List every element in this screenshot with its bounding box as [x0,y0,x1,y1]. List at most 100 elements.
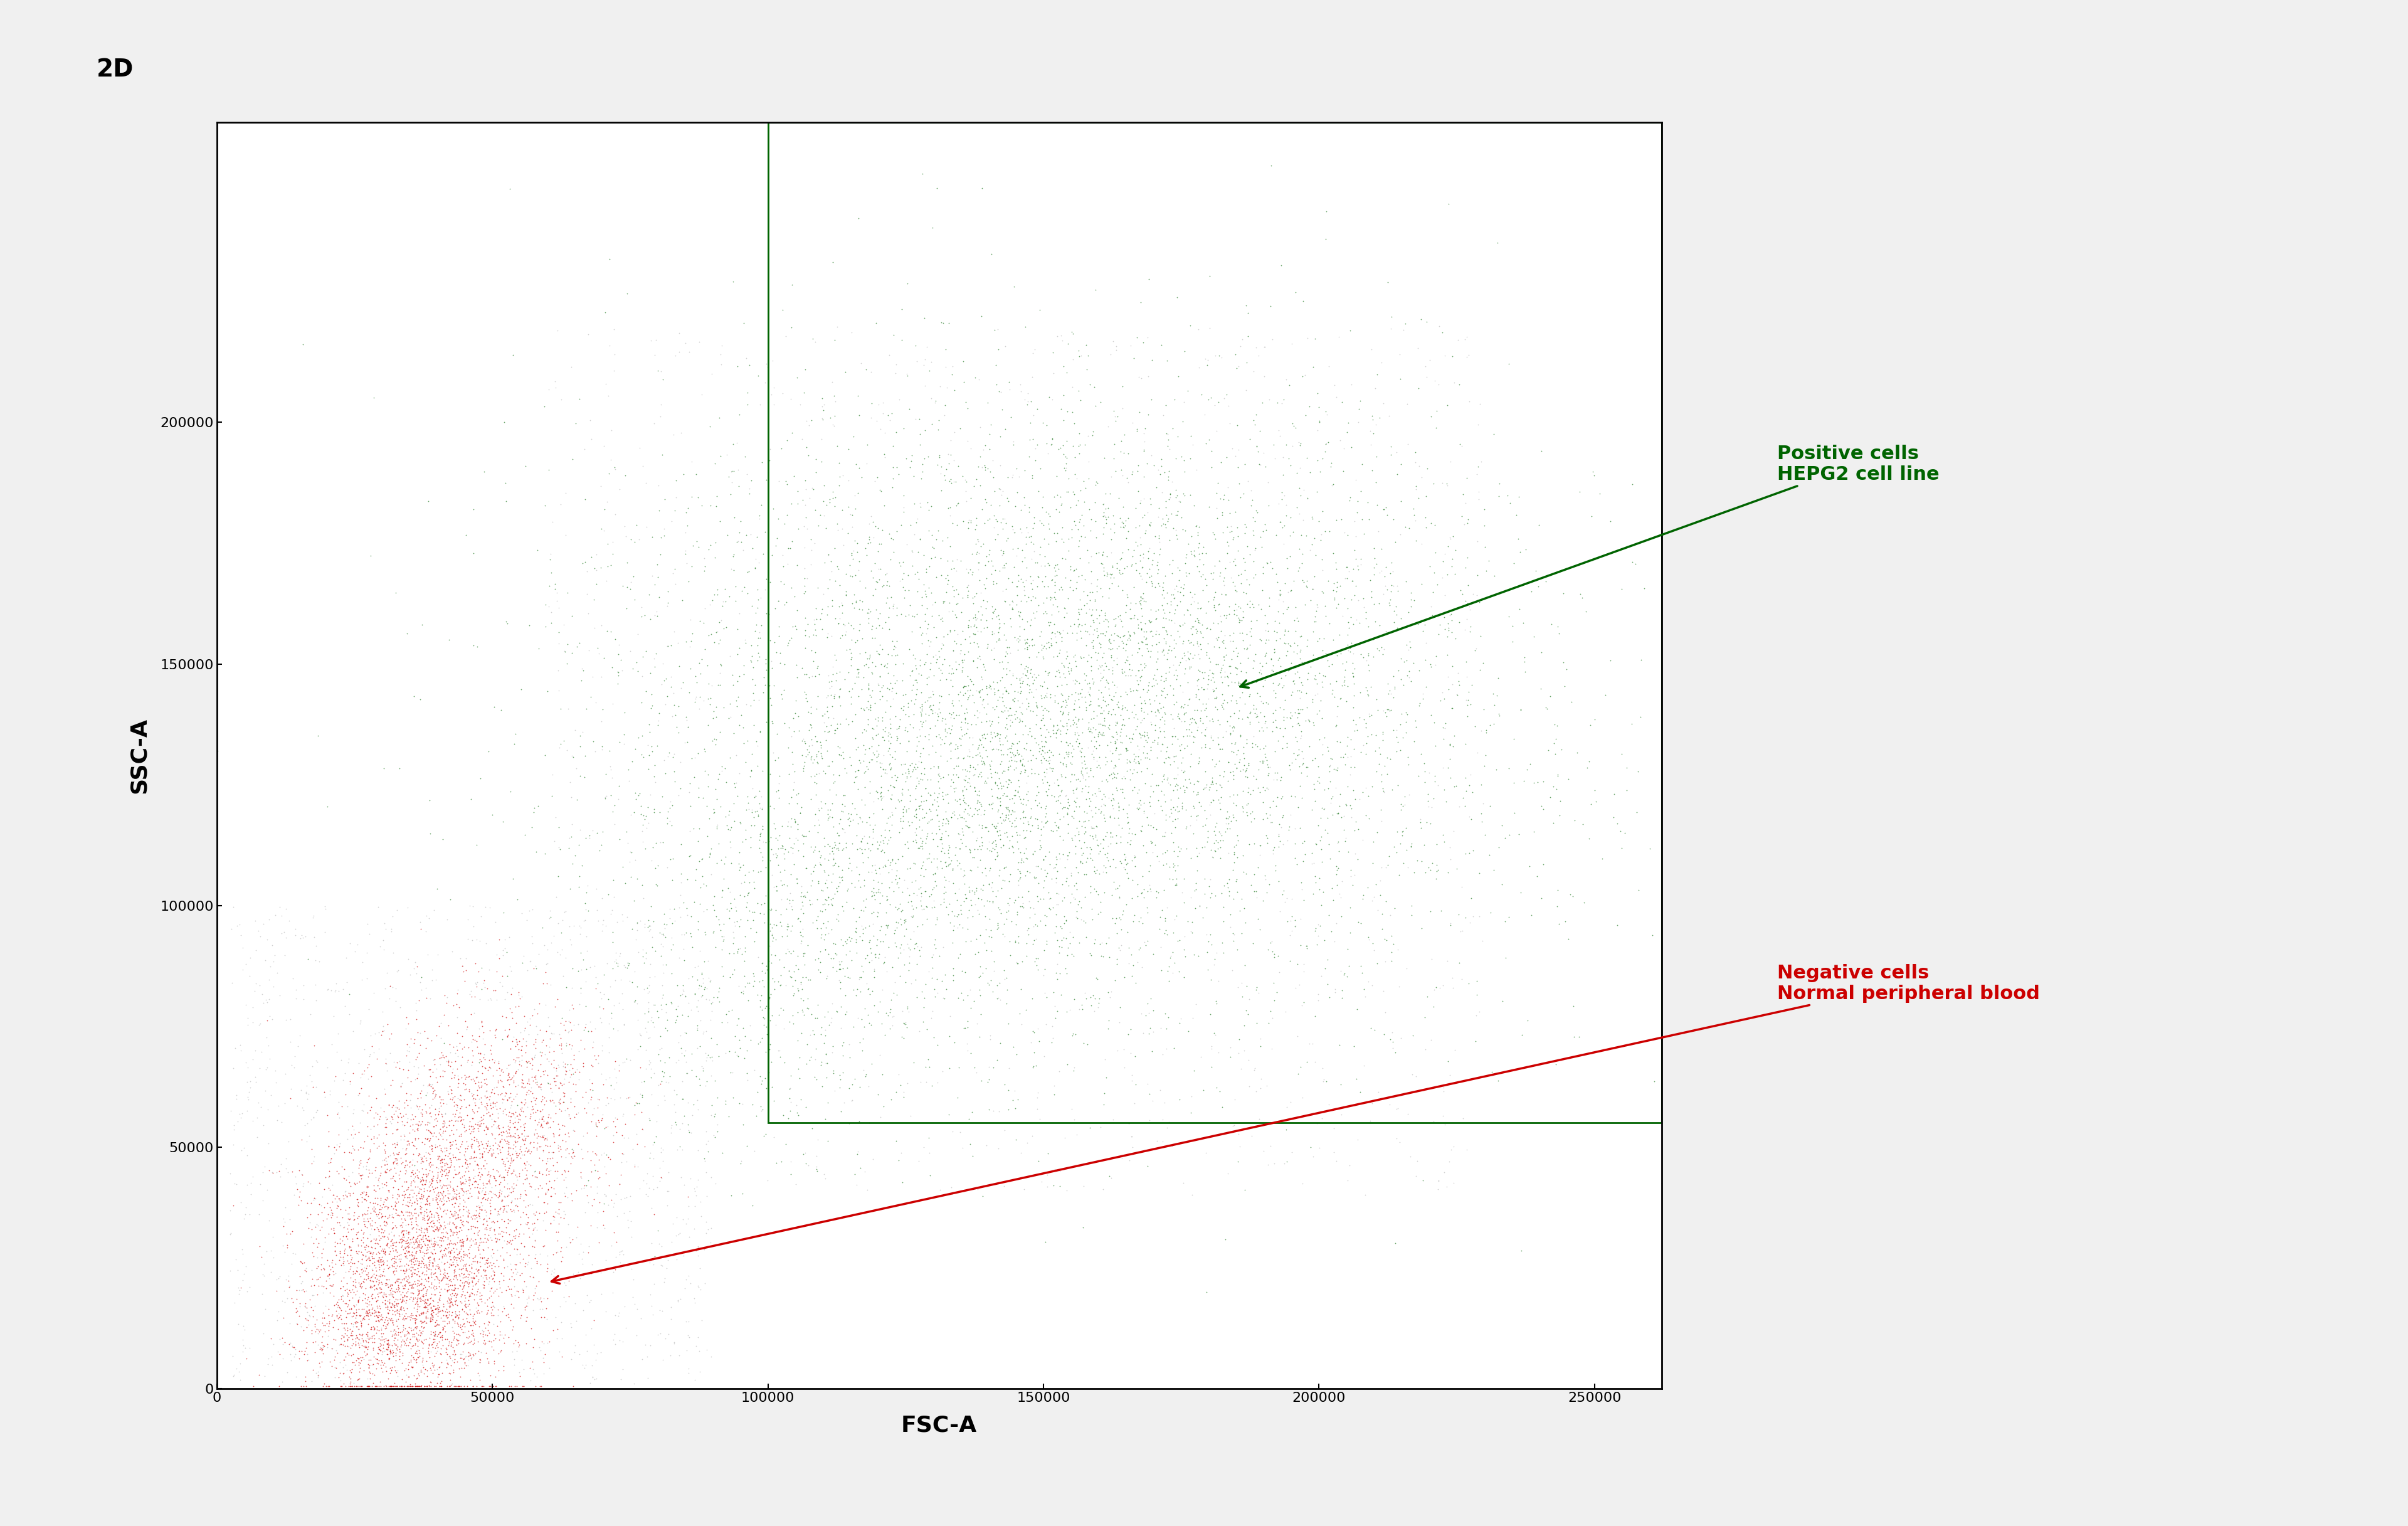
Point [559,1058,597,1082]
Point [458,1215,496,1239]
Point [1009,496,1047,520]
Point [494,1198,532,1222]
Point [896,667,934,691]
Point [1218,707,1257,731]
Point [1067,761,1105,786]
Point [628,980,667,1004]
Point [323,1224,361,1248]
Point [412,1167,450,1192]
Point [383,1288,421,1312]
Point [929,653,968,678]
Point [963,746,1002,771]
Point [405,1357,443,1381]
Point [414,1242,453,1267]
Point [409,1119,448,1143]
Point [742,392,780,417]
Point [1122,555,1161,580]
Point [944,862,982,887]
Point [1151,787,1190,812]
Point [937,754,975,778]
Point [1329,745,1368,769]
Point [431,1239,470,1264]
Point [1293,690,1332,714]
Point [1055,433,1093,458]
Point [260,1373,299,1398]
Point [1146,563,1185,588]
Point [421,1323,460,1347]
Point [361,1306,400,1331]
Point [489,1117,527,1141]
Point [474,1091,513,1116]
Point [419,1323,458,1347]
Point [898,580,937,604]
Point [424,1119,462,1143]
Point [949,743,987,768]
Point [515,1160,554,1184]
Point [1218,829,1257,853]
Point [672,844,710,868]
Point [489,1158,527,1183]
Point [1178,523,1216,548]
Point [376,1294,414,1318]
Point [1158,806,1197,830]
Point [1312,919,1351,943]
Bar [768,122,1662,1123]
Point [1002,516,1040,540]
Point [311,1146,349,1170]
Point [407,1189,445,1213]
Point [450,1169,489,1193]
Point [1173,1006,1211,1030]
Point [342,1241,380,1265]
Point [1259,581,1298,606]
Point [1098,652,1137,676]
Point [400,1230,438,1254]
Point [1197,823,1235,847]
Point [749,697,787,722]
Point [510,1012,549,1036]
Point [438,1181,477,1206]
Point [720,852,759,876]
Point [1043,702,1081,726]
Point [1105,845,1144,870]
Point [554,1138,592,1163]
Point [470,1279,508,1303]
Point [1007,525,1045,549]
Point [833,1088,872,1112]
Point [1165,778,1204,803]
Point [1317,508,1356,533]
Point [669,513,708,537]
Point [352,543,390,568]
Point [927,566,966,591]
Point [412,1074,450,1099]
Point [1223,971,1262,995]
Point [1298,592,1336,617]
Point [407,1216,445,1241]
Point [903,913,942,937]
Point [824,746,862,771]
Point [913,700,951,725]
Point [1233,873,1271,897]
Point [1209,804,1247,829]
Point [272,1053,311,1077]
Point [624,819,662,844]
Point [590,974,628,998]
Point [294,1273,332,1297]
Point [431,1344,470,1369]
Point [1271,650,1310,674]
Point [407,1256,445,1280]
Point [407,1262,445,1286]
Point [332,1373,371,1398]
Point [1324,804,1363,829]
Point [443,1024,482,1048]
Point [706,757,744,781]
Point [1267,731,1305,755]
Point [585,645,624,670]
Point [1035,722,1074,746]
Point [1045,905,1084,929]
Point [1199,830,1238,855]
Point [241,1363,279,1387]
Point [1026,685,1064,710]
Point [318,1102,356,1126]
Point [1069,649,1108,673]
Point [910,519,949,543]
